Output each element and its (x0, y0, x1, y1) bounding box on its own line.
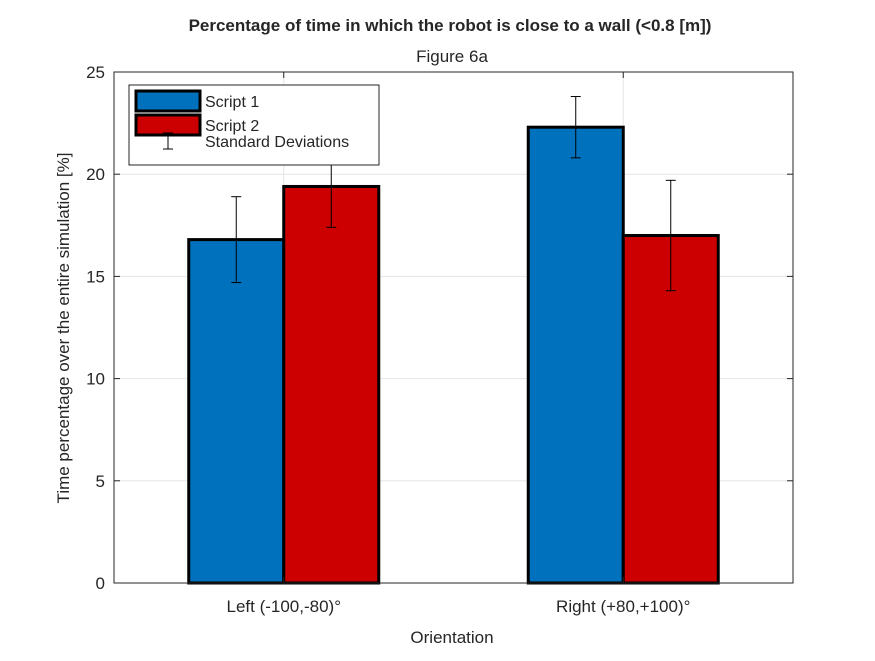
x-tick-label: Left (-100,-80)° (226, 597, 341, 616)
y-tick-label: 25 (86, 63, 105, 82)
chart-title: Percentage of time in which the robot is… (189, 16, 712, 35)
bar (282, 184, 381, 585)
tick-labels: 0 5 10 15 20 25 Left (-100,-80)° Right (+80,+10… (86, 63, 690, 616)
plot-frame (113, 71, 794, 584)
y-tick-label: 15 (86, 267, 105, 286)
bar (187, 238, 286, 585)
legend-label: Script 1 (205, 94, 259, 111)
bars (187, 125, 720, 585)
legend-swatch (134, 113, 202, 137)
axes (113, 71, 794, 584)
legend-label: Standard Deviations (205, 134, 349, 151)
y-axis-label: Time percentage over the entire simulati… (54, 153, 73, 504)
y-tick-label: 5 (96, 472, 105, 491)
legend-swatch (134, 89, 202, 113)
legend-label: Script 2 (205, 118, 259, 135)
x-tick-label: Right (+80,+100)° (556, 597, 690, 616)
y-tick-label: 10 (86, 370, 105, 389)
y-tick-label: 0 (96, 574, 105, 593)
x-axis-label: Orientation (410, 628, 493, 647)
y-tick-label: 20 (86, 165, 105, 184)
chart-subtitle: Figure 6a (416, 47, 488, 66)
bar (526, 125, 625, 585)
